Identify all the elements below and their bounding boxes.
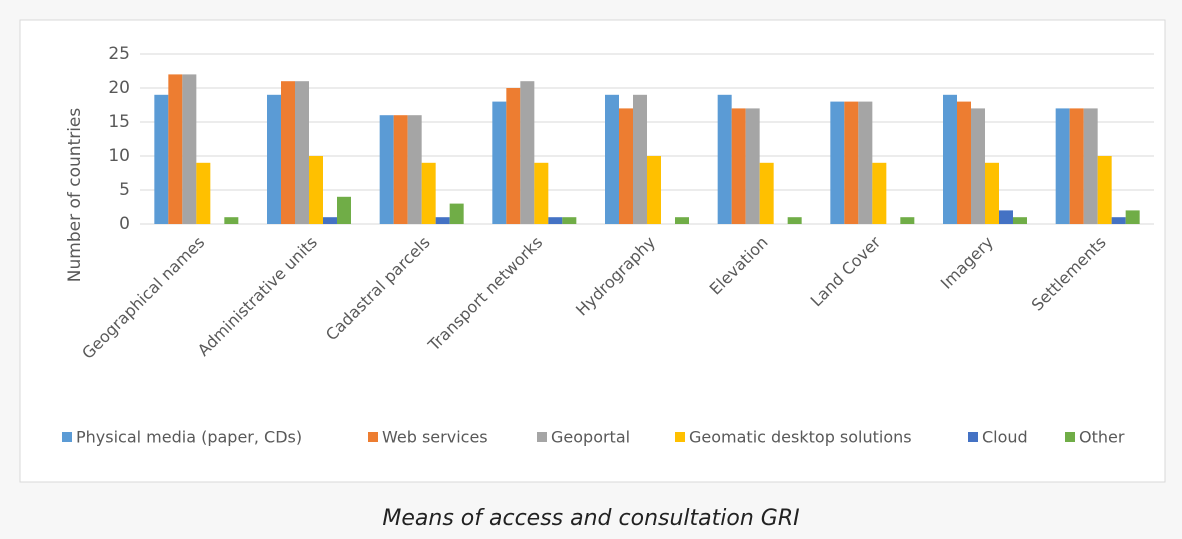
legend-label: Cloud <box>982 428 1028 447</box>
bar <box>435 217 450 224</box>
bar <box>548 217 563 224</box>
bar <box>323 217 337 224</box>
bar <box>267 94 281 224</box>
legend-swatch <box>62 432 72 442</box>
bar <box>759 162 774 224</box>
y-tick-label: 10 <box>108 146 130 166</box>
bar <box>534 162 549 224</box>
bar <box>787 217 802 224</box>
legend-label: Web services <box>382 428 488 447</box>
chart-frame <box>19 19 1166 483</box>
bar <box>872 162 887 224</box>
legend-swatch <box>968 432 978 442</box>
y-tick-label: 0 <box>119 214 130 234</box>
legend-label: Geomatic desktop solutions <box>689 428 912 447</box>
bar <box>421 162 436 224</box>
legend-swatch <box>368 432 378 442</box>
bar <box>1069 108 1084 224</box>
bar <box>1055 108 1070 224</box>
caption: Means of access and consultation GRI <box>382 506 799 531</box>
bar <box>154 94 169 224</box>
bar <box>745 108 760 224</box>
y-tick-label: 20 <box>108 78 130 98</box>
bar <box>957 101 971 224</box>
bar <box>407 115 422 224</box>
bar <box>830 101 845 224</box>
bar <box>731 108 746 224</box>
bar <box>605 94 619 224</box>
bar <box>971 108 985 224</box>
bar <box>647 156 661 224</box>
bar <box>1125 210 1140 224</box>
y-tick-label: 25 <box>108 44 130 64</box>
legend-label: Geoportal <box>551 428 630 447</box>
bar <box>717 94 732 224</box>
legend-swatch <box>675 432 685 442</box>
legend-label: Physical media (paper, CDs) <box>76 428 302 447</box>
bar <box>1097 156 1112 224</box>
bar <box>393 115 408 224</box>
y-tick-label: 5 <box>119 180 130 200</box>
bar <box>309 156 323 224</box>
bar <box>506 88 521 224</box>
y-axis-label: Number of countries <box>65 108 85 283</box>
legend-swatch <box>537 432 547 442</box>
bar <box>562 217 577 224</box>
bar <box>619 108 633 224</box>
bar <box>182 74 197 225</box>
bar <box>379 115 394 224</box>
bar <box>196 162 211 224</box>
bar <box>337 196 351 224</box>
bar <box>168 74 183 225</box>
bar <box>281 81 295 224</box>
bar <box>999 210 1013 224</box>
bar <box>1083 108 1098 224</box>
bar <box>295 81 309 224</box>
bar <box>449 203 464 224</box>
bar <box>224 217 239 224</box>
bar <box>858 101 873 224</box>
bar <box>1013 217 1027 224</box>
bar <box>1111 217 1126 224</box>
bar <box>985 162 999 224</box>
bar <box>633 94 647 224</box>
legend-swatch <box>1065 432 1075 442</box>
y-tick-label: 15 <box>108 112 130 132</box>
bar <box>943 94 957 224</box>
legend-label: Other <box>1079 428 1125 447</box>
bar <box>844 101 859 224</box>
bar <box>675 217 689 224</box>
bar <box>900 217 915 224</box>
bar <box>520 81 535 224</box>
bar <box>492 101 507 224</box>
